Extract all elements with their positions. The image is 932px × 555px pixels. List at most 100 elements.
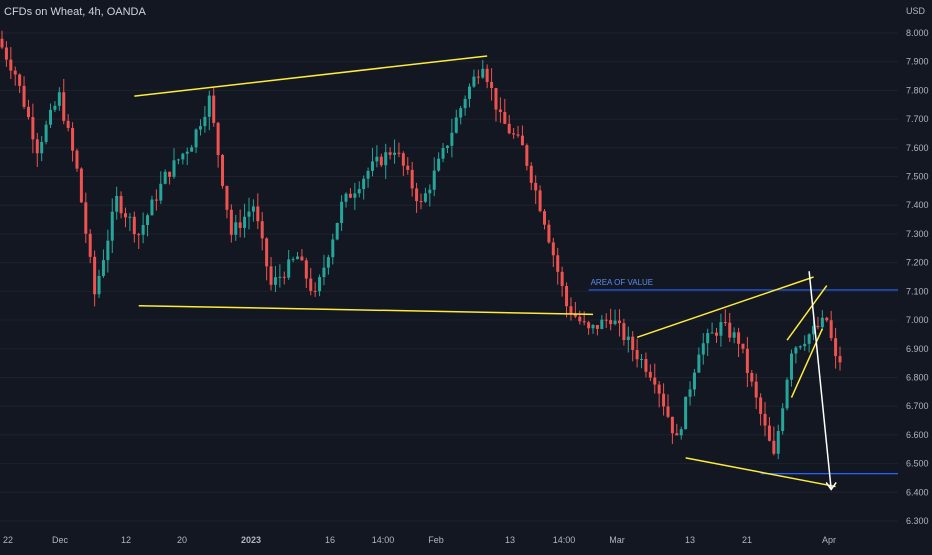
candle-body[interactable]: [225, 185, 229, 210]
arrow-shaft[interactable]: [808, 271, 832, 490]
candle-body[interactable]: [296, 256, 300, 260]
candle-body[interactable]: [357, 189, 361, 194]
candle-body[interactable]: [176, 159, 180, 161]
candle-body[interactable]: [763, 413, 767, 426]
candle-body[interactable]: [79, 168, 83, 203]
candle-body[interactable]: [450, 132, 454, 146]
trendline[interactable]: [138, 304, 594, 316]
candle-body[interactable]: [366, 170, 370, 179]
candle-body[interactable]: [706, 333, 710, 344]
candle-body[interactable]: [322, 267, 326, 278]
candle-body[interactable]: [468, 86, 472, 99]
candle-body[interactable]: [459, 108, 463, 118]
candle-body[interactable]: [9, 59, 13, 71]
candle-body[interactable]: [529, 165, 533, 183]
drawings-layer[interactable]: AREA OF VALUE: [134, 55, 898, 491]
candle-body[interactable]: [781, 408, 785, 432]
candle-body[interactable]: [362, 178, 366, 190]
candle-body[interactable]: [520, 135, 524, 146]
candle-body[interactable]: [335, 222, 339, 240]
trendline[interactable]: [636, 276, 814, 338]
candle-body[interactable]: [401, 153, 405, 166]
candle-body[interactable]: [600, 319, 604, 329]
candle-body[interactable]: [57, 92, 61, 106]
candle-body[interactable]: [657, 384, 661, 394]
candle-body[interactable]: [807, 334, 811, 344]
candle-body[interactable]: [415, 188, 419, 202]
candle-body[interactable]: [666, 406, 670, 417]
candle-body[interactable]: [154, 199, 158, 201]
candle-body[interactable]: [22, 85, 26, 107]
candle-body[interactable]: [269, 266, 273, 285]
candle-body[interactable]: [397, 152, 401, 154]
candle-body[interactable]: [569, 306, 573, 315]
candle-body[interactable]: [49, 109, 53, 125]
candle-body[interactable]: [697, 354, 701, 373]
candle-body[interactable]: [344, 193, 348, 202]
candle-body[interactable]: [379, 156, 383, 166]
candle-body[interactable]: [542, 211, 546, 225]
candle-body[interactable]: [432, 170, 436, 190]
candle-body[interactable]: [653, 377, 657, 385]
candle-body[interactable]: [613, 320, 617, 325]
candle-body[interactable]: [812, 325, 816, 335]
candle-body[interactable]: [428, 189, 432, 194]
trendline[interactable]: [134, 55, 488, 97]
candle-body[interactable]: [750, 372, 754, 382]
candle-body[interactable]: [723, 322, 727, 324]
candle-body[interactable]: [88, 233, 92, 257]
candle-body[interactable]: [772, 440, 776, 454]
candle-body[interactable]: [441, 147, 445, 159]
candle-body[interactable]: [410, 169, 414, 189]
candle-body[interactable]: [728, 322, 732, 338]
candle-body[interactable]: [291, 259, 295, 261]
candle-body[interactable]: [776, 431, 780, 454]
candle-body[interactable]: [759, 397, 763, 414]
candle-body[interactable]: [260, 221, 264, 239]
candle-body[interactable]: [216, 122, 220, 156]
candle-body[interactable]: [97, 275, 101, 295]
candle-body[interactable]: [715, 332, 719, 336]
candle-body[interactable]: [185, 151, 189, 154]
candle-body[interactable]: [101, 260, 105, 276]
candle-body[interactable]: [516, 134, 520, 136]
candle-body[interactable]: [582, 321, 586, 323]
candle-body[interactable]: [313, 290, 317, 292]
candle-body[interactable]: [353, 193, 357, 198]
candle-body[interactable]: [640, 358, 644, 360]
candle-body[interactable]: [701, 343, 705, 355]
candle-body[interactable]: [340, 201, 344, 223]
candle-body[interactable]: [710, 332, 714, 334]
candle-body[interactable]: [423, 193, 427, 202]
candle-body[interactable]: [348, 193, 352, 198]
candle-body[interactable]: [318, 277, 322, 292]
candle-body[interactable]: [128, 216, 132, 218]
trendline[interactable]: [685, 457, 836, 488]
candle-body[interactable]: [551, 242, 555, 256]
candle-body[interactable]: [406, 165, 410, 170]
candle-body[interactable]: [110, 211, 114, 241]
candle-body[interactable]: [419, 201, 423, 203]
candle-body[interactable]: [692, 372, 696, 390]
candle-body[interactable]: [44, 124, 48, 142]
candle-body[interactable]: [684, 396, 688, 430]
candle-body[interactable]: [4, 47, 8, 60]
candle-body[interactable]: [737, 332, 741, 344]
candle-body[interactable]: [503, 112, 507, 124]
candle-body[interactable]: [794, 347, 798, 354]
candle-body[interactable]: [388, 152, 392, 155]
candle-body[interactable]: [35, 139, 39, 154]
candle-body[interactable]: [631, 336, 635, 350]
candle-body[interactable]: [754, 381, 758, 398]
candle-body[interactable]: [573, 314, 577, 317]
candle-body[interactable]: [688, 389, 692, 397]
candle-body[interactable]: [732, 332, 736, 338]
candle-body[interactable]: [84, 202, 88, 234]
candle-body[interactable]: [207, 95, 211, 117]
candle-body[interactable]: [119, 195, 123, 214]
candle-body[interactable]: [635, 349, 639, 360]
candle-body[interactable]: [243, 216, 247, 228]
candle-body[interactable]: [40, 141, 44, 154]
candle-body[interactable]: [273, 277, 277, 285]
candle-body[interactable]: [53, 105, 57, 110]
